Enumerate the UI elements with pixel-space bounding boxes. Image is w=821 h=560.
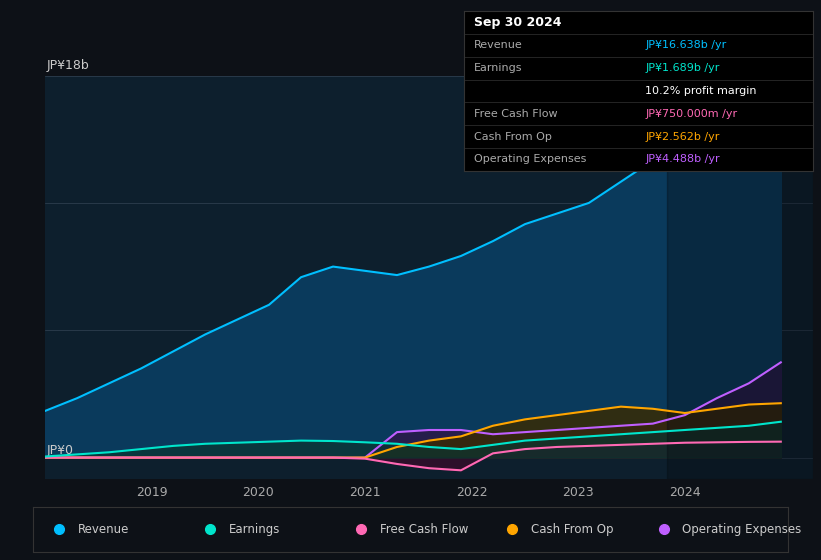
Bar [667,76,813,479]
Text: JP¥2.562b /yr: JP¥2.562b /yr [645,132,720,142]
Text: JP¥0: JP¥0 [47,444,74,456]
Text: Cash From Op: Cash From Op [531,522,614,536]
Text: Earnings: Earnings [475,63,523,73]
Text: JP¥750.000m /yr: JP¥750.000m /yr [645,109,737,119]
Text: Sep 30 2024: Sep 30 2024 [475,16,562,29]
Text: JP¥16.638b /yr: JP¥16.638b /yr [645,40,727,50]
Text: Operating Expenses: Operating Expenses [475,155,587,165]
Text: Earnings: Earnings [229,522,281,536]
Text: JP¥1.689b /yr: JP¥1.689b /yr [645,63,720,73]
Text: Cash From Op: Cash From Op [475,132,553,142]
Text: Revenue: Revenue [78,522,130,536]
Text: Revenue: Revenue [475,40,523,50]
Text: Operating Expenses: Operating Expenses [682,522,801,536]
Text: JP¥18b: JP¥18b [47,59,89,72]
Text: 10.2% profit margin: 10.2% profit margin [645,86,757,96]
Text: Free Cash Flow: Free Cash Flow [380,522,469,536]
Text: Free Cash Flow: Free Cash Flow [475,109,558,119]
Text: JP¥4.488b /yr: JP¥4.488b /yr [645,155,720,165]
